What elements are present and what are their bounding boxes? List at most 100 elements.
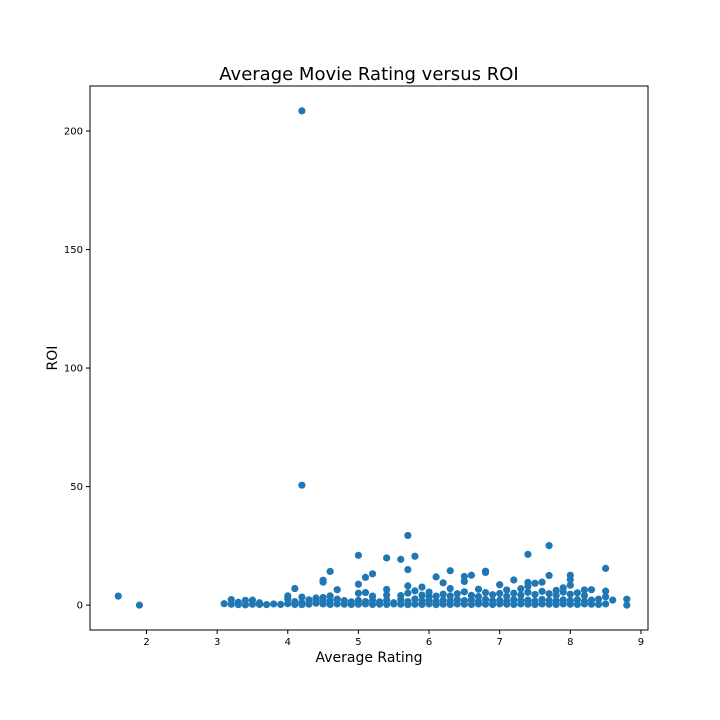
data-point-143	[517, 591, 525, 599]
x-tick-label-3: 5	[355, 637, 361, 648]
y-tick-label-1: 50	[70, 482, 83, 493]
data-point-49	[354, 596, 363, 604]
data-point-15	[277, 600, 285, 609]
data-point-135	[503, 592, 511, 600]
x-axis-label: Average Rating	[315, 650, 422, 666]
data-point-107	[453, 590, 461, 598]
data-point-14	[270, 600, 278, 608]
x-tick-label-1: 3	[214, 637, 220, 648]
data-point-1	[135, 601, 144, 609]
data-point-173	[566, 597, 574, 605]
data-point-156	[538, 595, 546, 604]
data-point-171	[559, 584, 567, 592]
data-point-65	[383, 591, 391, 599]
data-point-125	[481, 567, 490, 575]
data-point-112	[460, 572, 468, 581]
data-point-0	[114, 592, 122, 600]
data-point-28	[305, 596, 313, 604]
data-point-131	[496, 589, 504, 598]
data-point-144	[517, 585, 525, 593]
data-point-85	[418, 597, 426, 605]
data-point-54	[361, 597, 370, 606]
data-point-158	[538, 578, 546, 586]
data-point-66	[383, 585, 391, 594]
data-point-149	[524, 578, 532, 586]
data-point-62	[375, 598, 384, 606]
data-point-39	[326, 592, 334, 600]
data-point-36	[319, 596, 327, 604]
data-point-127	[489, 597, 497, 605]
data-point-79	[404, 531, 412, 540]
x-tick-label-7: 9	[638, 637, 644, 648]
data-point-43	[333, 586, 341, 594]
data-point-64	[383, 596, 391, 604]
data-point-86	[418, 591, 426, 599]
data-point-78	[404, 565, 412, 574]
data-point-102	[446, 592, 454, 600]
data-point-166	[552, 591, 560, 599]
data-point-180	[573, 589, 581, 597]
data-point-111	[460, 577, 468, 586]
data-point-194	[609, 596, 617, 604]
data-point-77	[404, 582, 412, 590]
data-point-179	[573, 596, 581, 604]
data-point-10	[248, 596, 257, 604]
y-tick-label-2: 100	[64, 364, 83, 375]
data-point-38	[326, 597, 334, 605]
data-point-67	[383, 554, 391, 562]
data-point-51	[354, 580, 363, 588]
data-point-161	[545, 590, 553, 598]
data-point-162	[545, 571, 553, 580]
data-point-75	[404, 597, 412, 606]
data-point-6	[234, 598, 242, 606]
x-tick-label-2: 4	[285, 637, 291, 648]
data-point-94	[432, 592, 440, 600]
data-point-42	[333, 595, 341, 603]
data-points	[114, 107, 631, 609]
data-point-165	[552, 597, 560, 605]
data-point-106	[453, 596, 461, 604]
data-point-160	[545, 596, 553, 604]
data-point-8	[241, 596, 249, 604]
data-point-104	[446, 567, 454, 575]
y-tick-label-3: 150	[64, 245, 83, 256]
data-point-195	[623, 601, 631, 609]
data-point-123	[481, 588, 490, 597]
data-point-50	[354, 589, 363, 597]
data-point-60	[368, 570, 377, 578]
data-point-69	[390, 599, 398, 607]
data-point-142	[517, 597, 525, 605]
data-point-191	[602, 593, 610, 601]
y-axis-label: ROI	[45, 346, 61, 371]
data-point-175	[566, 581, 574, 589]
data-point-35	[319, 576, 327, 584]
x-axis-ticks: 2 3 4 5 6 7 8 9	[143, 630, 644, 648]
data-point-116	[467, 571, 476, 579]
data-point-82	[411, 587, 419, 595]
data-point-196	[623, 595, 631, 603]
data-point-45	[340, 597, 348, 605]
y-tick-label-4: 200	[64, 127, 83, 138]
data-point-83	[411, 552, 419, 560]
data-point-110	[460, 588, 468, 596]
y-tick-label-0: 0	[77, 601, 83, 612]
data-point-119	[474, 592, 483, 601]
data-point-24	[298, 593, 306, 601]
data-point-55	[361, 588, 370, 597]
data-point-115	[467, 591, 476, 599]
data-point-120	[474, 585, 483, 593]
data-point-59	[368, 592, 377, 600]
data-point-23	[298, 481, 306, 489]
x-tick-label-6: 8	[567, 637, 573, 648]
data-point-188	[594, 600, 603, 609]
x-tick-label-4: 6	[426, 637, 432, 648]
data-point-134	[503, 597, 511, 605]
data-point-182	[580, 597, 589, 605]
data-point-139	[510, 589, 518, 597]
data-point-40	[326, 567, 334, 576]
data-point-122	[481, 595, 490, 604]
data-point-95	[432, 573, 440, 581]
data-point-101	[446, 597, 454, 605]
data-point-128	[489, 591, 497, 599]
